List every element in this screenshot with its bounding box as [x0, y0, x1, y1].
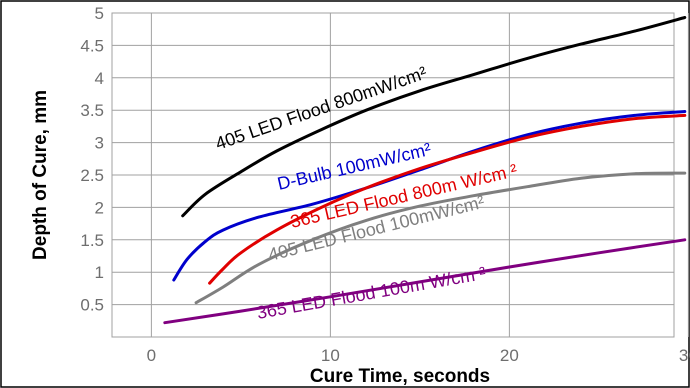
series-405-800-line — [181, 16, 687, 218]
y-tick-label: 3.5 — [80, 101, 104, 120]
series-lines — [163, 16, 687, 325]
y-axis-ticks: 0.5 1 1.5 2 2.5 3 3.5 4 4.5 5 — [80, 4, 104, 315]
x-tick-label: 0 — [147, 346, 156, 365]
y-tick-label: 1.5 — [80, 231, 104, 250]
y-tick-label: 5 — [95, 4, 104, 23]
y-tick-label: 2.5 — [80, 166, 104, 185]
y-tick-label: 0.5 — [80, 296, 104, 315]
x-tick-label: 10 — [321, 346, 340, 365]
series-405-100-line — [194, 171, 687, 305]
y-axis-title: Depth of Cure, mm — [30, 90, 51, 260]
x-tick-label: 20 — [500, 346, 519, 365]
y-tick-label: 2 — [95, 198, 104, 217]
x-axis-title: Cure Time, seconds — [310, 366, 490, 387]
y-tick-label: 3 — [95, 134, 104, 153]
x-tick-label: 30 — [679, 346, 690, 365]
series-365-100-line — [163, 238, 687, 325]
y-tick-label: 1 — [95, 263, 104, 282]
y-tick-label: 4.5 — [80, 36, 104, 55]
y-tick-label: 4 — [95, 69, 104, 88]
x-axis-ticks: 0 10 20 30 — [147, 346, 690, 365]
series-365-800-line — [208, 113, 687, 285]
